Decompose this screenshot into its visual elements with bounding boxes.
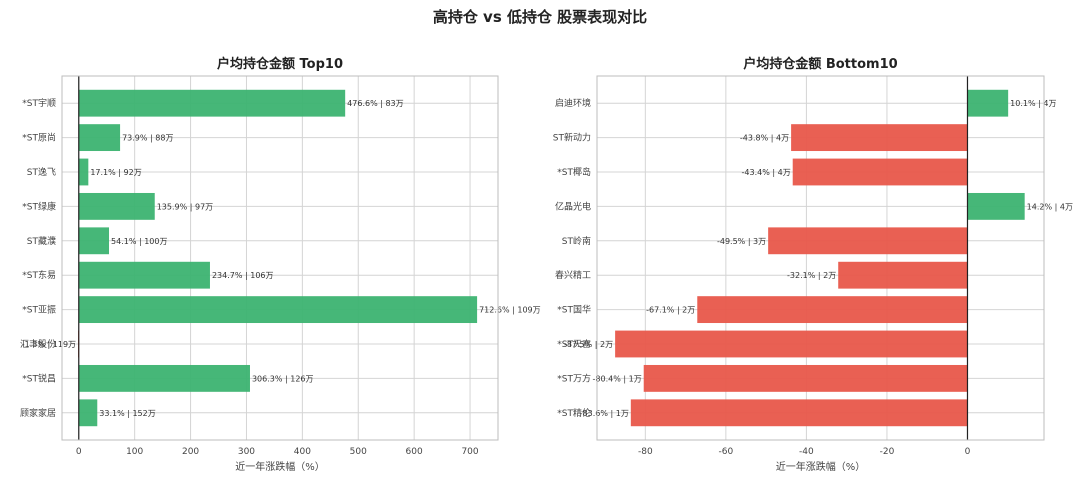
x-tick-label: 100 [126, 447, 143, 457]
x-tick-label: 300 [238, 447, 255, 457]
category-label: ST岭南 [562, 235, 591, 247]
figure-title: 高持仓 vs 低持仓 股票表现对比 [432, 8, 648, 26]
category-label: *ST宇顺 [22, 97, 56, 109]
bar [78, 158, 89, 186]
data-label: -43.4% | 4万 [742, 168, 791, 177]
category-label: *ST锐昌 [22, 372, 56, 384]
x-tick-label: 0 [965, 447, 971, 457]
x-tick-label: 0 [76, 447, 82, 457]
bar [78, 399, 98, 427]
bar [792, 158, 968, 186]
data-label: 712.6% | 109万 [479, 306, 541, 315]
data-label: -32.1% | 2万 [787, 271, 836, 280]
bar [78, 227, 110, 255]
data-label: 135.9% | 97万 [157, 202, 213, 211]
category-label: *ST绿康 [22, 200, 56, 212]
bar [78, 364, 250, 392]
bar [967, 192, 1025, 220]
category-label: *ST椰岛 [557, 166, 591, 178]
bar [78, 192, 155, 220]
category-label: 春兴精工 [555, 269, 591, 281]
bar [967, 89, 1009, 117]
data-label: 234.7% | 106万 [212, 271, 274, 280]
category-label: ST逸飞 [27, 167, 56, 178]
bar [78, 261, 210, 289]
x-tick-label: 400 [294, 447, 311, 457]
x-axis-label: 近一年涨跌幅（%） [235, 460, 325, 473]
data-label: 33.1% | 152万 [99, 409, 155, 418]
x-tick-label: 700 [461, 447, 478, 457]
category-label: *ST万方 [557, 372, 591, 384]
category-label: *ST亚振 [22, 304, 56, 316]
data-label: 306.3% | 126万 [252, 374, 314, 383]
chart-panel-top10: 户均持仓金额 Top10 0 100 200 300 400 500 600 700 *ST宇顺 *… [20, 56, 541, 473]
x-tick-label: -60 [719, 447, 734, 457]
bar [643, 364, 968, 392]
category-label: ST新动力 [553, 132, 591, 144]
x-axis-label: 近一年涨跌幅（%） [776, 460, 866, 473]
category-label: *ST天喜 [557, 338, 591, 350]
category-label: *ST国华 [557, 304, 591, 316]
bar [78, 89, 346, 117]
category-label: *ST精伦 [557, 407, 591, 419]
bar [630, 399, 968, 427]
data-label: -1.3% | 119万 [22, 340, 76, 349]
x-tick-label: -20 [880, 447, 895, 457]
bar [78, 124, 121, 152]
plot-frame [596, 75, 1045, 441]
bar [615, 330, 968, 358]
plot-frame [61, 75, 499, 441]
data-label: 476.6% | 83万 [347, 99, 403, 108]
data-label: 17.1% | 92万 [90, 168, 141, 177]
bar [78, 296, 478, 324]
data-label: -87.5% | 2万 [564, 340, 613, 349]
category-label: 亿晶光电 [555, 200, 591, 212]
category-label: *ST东易 [22, 269, 56, 281]
chart-panel-bottom10: 户均持仓金额 Bottom10 -80 -60 -40 -20 0 启迪环境 ST新动力 *ST… [553, 56, 1073, 473]
category-label: 顾家家居 [20, 407, 56, 419]
category-label: *ST原尚 [22, 132, 56, 144]
bar [768, 227, 968, 255]
x-tick-label: 200 [182, 447, 199, 457]
category-label: 汇丰股份 [20, 338, 56, 350]
data-label: 10.1% | 4万 [1010, 99, 1056, 108]
x-tick-label: 500 [350, 447, 367, 457]
data-label: 54.1% | 100万 [111, 237, 167, 246]
data-label: -80.4% | 1万 [593, 374, 642, 383]
data-label: 14.2% | 4万 [1027, 202, 1073, 211]
category-label: ST藏濮 [27, 235, 56, 247]
data-label: -43.8% | 4万 [740, 134, 789, 143]
bar [838, 261, 968, 289]
panel-title: 户均持仓金额 Top10 [217, 56, 343, 72]
data-label: -49.5% | 3万 [717, 237, 766, 246]
panel-title: 户均持仓金额 Bottom10 [743, 56, 897, 72]
data-label: 73.9% | 88万 [122, 134, 173, 143]
data-label: -67.1% | 2万 [646, 306, 695, 315]
x-tick-label: -80 [638, 447, 653, 457]
x-tick-label: -40 [799, 447, 814, 457]
x-tick-label: 600 [406, 447, 423, 457]
bar [791, 124, 968, 152]
bar [697, 296, 968, 324]
category-label: 启迪环境 [555, 97, 591, 109]
data-label: -83.6% | 1万 [580, 409, 629, 418]
